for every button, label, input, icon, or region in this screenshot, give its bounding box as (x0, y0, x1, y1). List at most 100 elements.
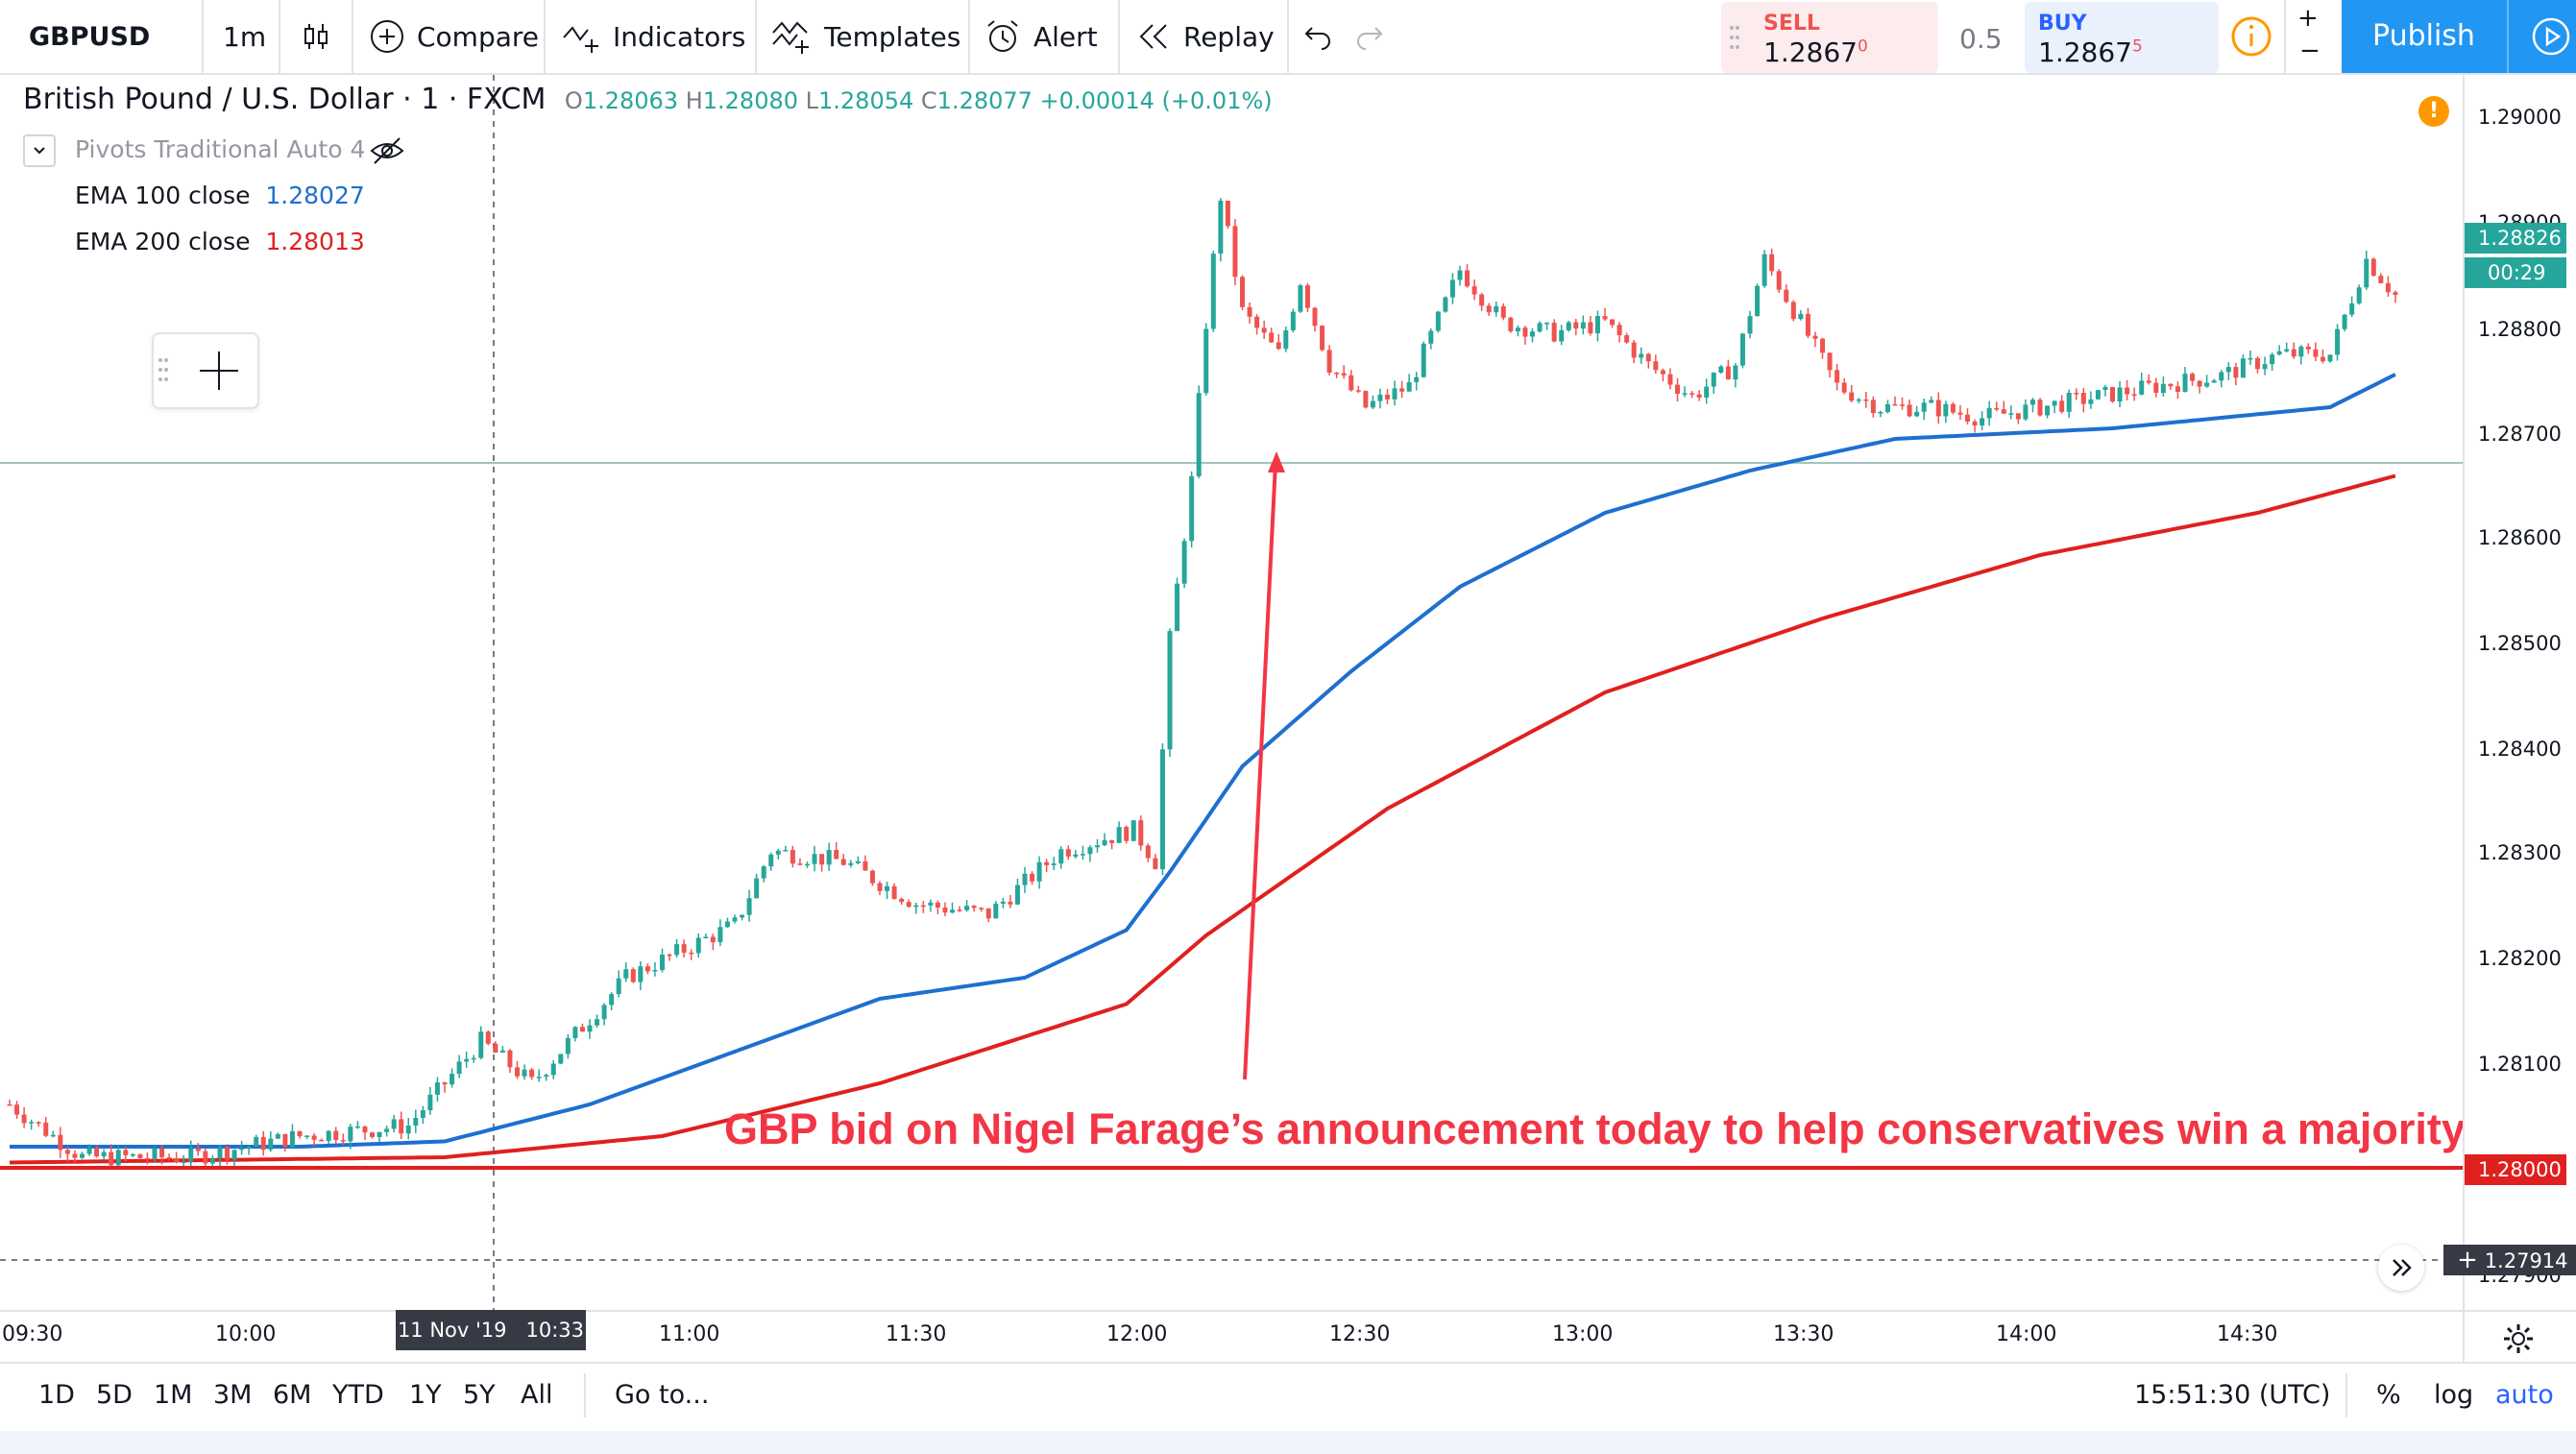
candle-body (1935, 400, 1941, 417)
candle-body (1196, 393, 1202, 476)
ema100-legend[interactable]: EMA 100 close 1.28027 (75, 182, 365, 209)
replay-button[interactable]: Replay (1137, 0, 1275, 73)
candle-body (2262, 364, 2268, 370)
candle-body (732, 917, 738, 922)
time-axis[interactable] (0, 1310, 2463, 1362)
undo-button[interactable] (1302, 0, 1345, 73)
candle-body (326, 1130, 331, 1141)
annotation-arrow-line[interactable] (1243, 462, 1277, 1080)
annotation-arrow-head[interactable] (1268, 451, 1285, 473)
add-alert-plus-icon[interactable]: + (2457, 1246, 2478, 1274)
utc-clock[interactable]: 15:51:30 (UTC) (2134, 1380, 2331, 1410)
candle-body (1588, 322, 1593, 334)
buy-button[interactable]: BUY 1.28675 (2025, 2, 2219, 73)
time-tick: 10:00 (215, 1322, 277, 1346)
log-scale-toggle[interactable]: log (2434, 1380, 2474, 1410)
price-chart[interactable] (0, 75, 2463, 1310)
candle-body (282, 1133, 288, 1148)
candle-body (1863, 399, 1869, 401)
info-icon[interactable] (2228, 13, 2274, 63)
candle-body (1675, 384, 1680, 394)
annotation-text[interactable]: GBP bid on Nigel Farage’s announcement t… (724, 1104, 2466, 1153)
percent-scale-toggle[interactable]: % (2376, 1380, 2401, 1410)
chart-style-button[interactable] (300, 0, 344, 73)
candle-body (1653, 361, 1659, 371)
candle-body (239, 1148, 245, 1151)
candle-body (1269, 332, 1275, 343)
candle-body (724, 921, 730, 928)
publish-button[interactable]: Publish (2342, 0, 2576, 73)
chart-settings-button[interactable] (2463, 1310, 2576, 1364)
range-1m-button[interactable]: 1M (154, 1380, 193, 1410)
range-all-button[interactable]: All (521, 1380, 553, 1410)
candle-body (1762, 254, 1767, 286)
alert-button[interactable]: Alert (984, 0, 1098, 73)
price-tick: 1.28600 (2478, 526, 2562, 549)
compare-button[interactable]: Compare (369, 0, 539, 73)
candle-body (1326, 350, 1332, 374)
minus-icon[interactable]: − (2299, 36, 2321, 65)
plus-icon[interactable]: + (2297, 4, 2319, 33)
candle-body (1051, 863, 1057, 865)
hidden-eye-icon[interactable] (369, 134, 405, 171)
range-5d-button[interactable]: 5D (96, 1380, 133, 1410)
range-6m-button[interactable]: 6M (273, 1380, 312, 1410)
ema200-label: EMA 200 close (75, 228, 251, 255)
candle-body (1073, 854, 1079, 857)
ema200-legend[interactable]: EMA 200 close 1.28013 (75, 228, 365, 255)
range-5y-button[interactable]: 5Y (463, 1380, 496, 1410)
sell-button[interactable]: SELL 1.28670 (1721, 2, 1938, 73)
candle-body (297, 1130, 303, 1137)
candle-body (1965, 414, 1970, 422)
buy-price-main: 1.2867 (2038, 36, 2132, 68)
candle-body (1159, 749, 1165, 870)
candle-body (2284, 349, 2290, 351)
candle-body (522, 1069, 527, 1077)
candle-body (1907, 404, 1912, 417)
close-label: C (920, 87, 937, 114)
interval-button[interactable]: 1m (223, 0, 266, 73)
candle-body (7, 1104, 12, 1106)
collapse-indicators-button[interactable] (23, 134, 56, 167)
candle-body (174, 1157, 180, 1163)
warning-icon[interactable]: ! (2418, 96, 2449, 127)
candle-body (1835, 370, 1840, 383)
range-ytd-button[interactable]: YTD (332, 1380, 384, 1410)
time-tick: 11:00 (659, 1322, 720, 1346)
candle-body (1421, 343, 1426, 377)
candle-body (1573, 322, 1579, 329)
candle-body (1290, 311, 1296, 330)
redo-button[interactable] (1354, 0, 1397, 73)
candle-body (1349, 375, 1354, 391)
candle-body (1471, 286, 1477, 295)
scroll-to-realtime-button[interactable] (2378, 1245, 2424, 1291)
drag-handle-icon[interactable] (1729, 25, 1740, 54)
candle-body (616, 978, 621, 995)
candle-body (1247, 306, 1252, 317)
range-3m-button[interactable]: 3M (213, 1380, 253, 1410)
candle-body (1167, 631, 1173, 750)
range-1d-button[interactable]: 1D (38, 1380, 75, 1410)
candle-body (1210, 254, 1216, 329)
goto-date-button[interactable]: Go to... (615, 1380, 710, 1410)
candle-body (1957, 412, 1963, 415)
templates-button[interactable]: Templates (770, 0, 960, 73)
range-1y-button[interactable]: 1Y (409, 1380, 442, 1410)
buy-price: 1.28675 (2038, 36, 2143, 68)
pivots-indicator-label[interactable]: Pivots Traditional Auto 4 (75, 135, 366, 163)
indicators-icon (563, 26, 598, 53)
symbol-search[interactable]: GBPUSD (29, 0, 150, 73)
candle-body (1870, 400, 1876, 414)
legend-title[interactable]: British Pound / U.S. Dollar · 1 · FXCM (23, 83, 547, 116)
auto-scale-toggle[interactable]: auto (2495, 1380, 2554, 1410)
candle-body (1733, 365, 1738, 380)
play-circle-icon[interactable] (2530, 15, 2572, 58)
crosshair-tool-button[interactable] (152, 332, 259, 409)
qty-stepper[interactable]: + − (2284, 0, 2332, 73)
candle-body (572, 1027, 578, 1038)
buy-price-pip: 5 (2131, 36, 2143, 57)
candle-body (993, 903, 999, 919)
indicators-button[interactable]: Indicators (561, 0, 745, 73)
candle-body (478, 1031, 484, 1058)
candle-body (681, 944, 687, 953)
